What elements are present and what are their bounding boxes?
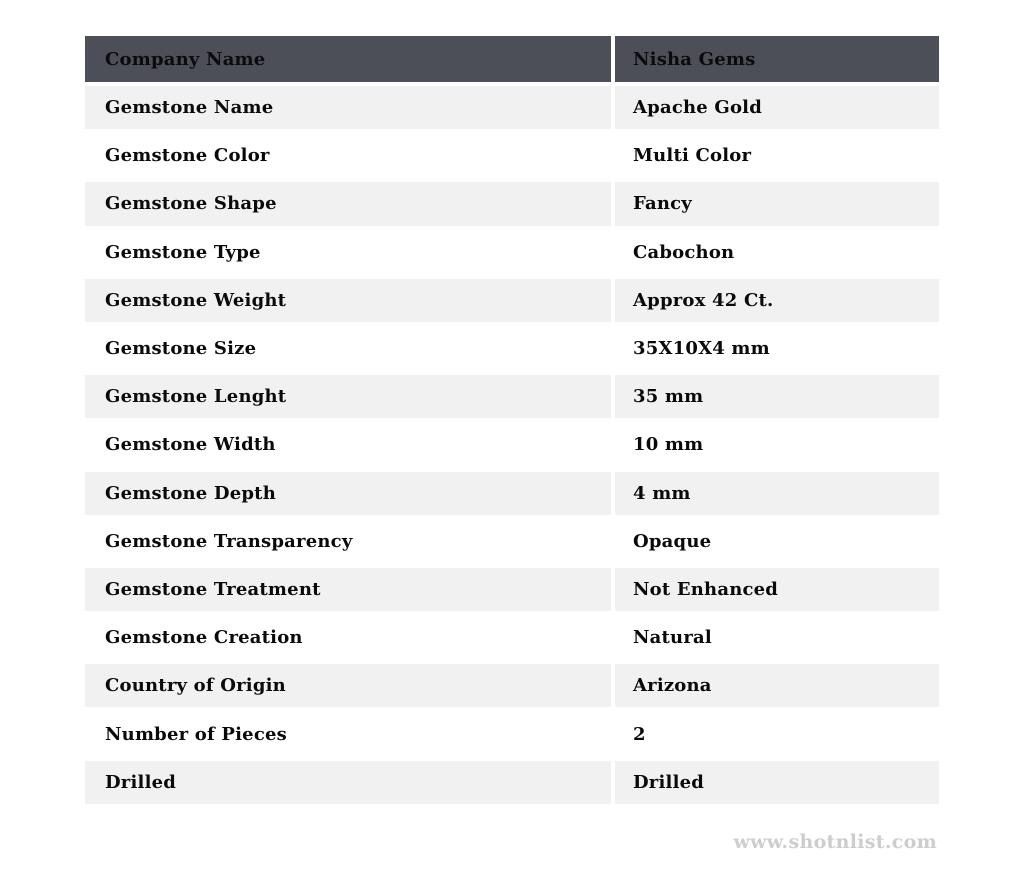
table-row: Gemstone Transparency Opaque [85, 519, 939, 563]
row-value: 35 mm [615, 375, 939, 419]
table-row: Gemstone Color Multi Color [85, 134, 939, 178]
row-value: Not Enhanced [615, 567, 939, 612]
row-value: Cabochon [615, 230, 939, 274]
row-value: Opaque [615, 519, 939, 563]
row-label: Gemstone Depth [85, 471, 611, 515]
gemstone-spec-table: Company Name Nisha Gems Gemstone Name Ap… [85, 36, 939, 809]
table-row: Gemstone Depth 4 mm [85, 471, 939, 515]
row-value: 35X10X4 mm [615, 326, 939, 371]
row-label: Number of Pieces [85, 712, 611, 756]
row-label: Gemstone Treatment [85, 567, 611, 612]
row-label: Gemstone Shape [85, 182, 611, 226]
table-row: Gemstone Creation Natural [85, 616, 939, 660]
row-label: Gemstone Lenght [85, 375, 611, 419]
row-value: Multi Color [615, 134, 939, 178]
row-label: Country of Origin [85, 664, 611, 708]
row-label: Gemstone Weight [85, 278, 611, 322]
table-row: Gemstone Treatment Not Enhanced [85, 567, 939, 612]
table-row: Country of Origin Arizona [85, 664, 939, 708]
row-value: Fancy [615, 182, 939, 226]
row-label: Gemstone Size [85, 326, 611, 371]
row-value: Approx 42 Ct. [615, 278, 939, 322]
row-label: Gemstone Color [85, 134, 611, 178]
row-label: Gemstone Creation [85, 616, 611, 660]
row-value: Drilled [615, 760, 939, 804]
table-row: Gemstone Weight Approx 42 Ct. [85, 278, 939, 322]
row-value: Natural [615, 616, 939, 660]
row-label: Gemstone Width [85, 423, 611, 467]
row-label: Drilled [85, 760, 611, 804]
header-value: Nisha Gems [615, 36, 939, 82]
table-row: Gemstone Type Cabochon [85, 230, 939, 274]
row-value: Arizona [615, 664, 939, 708]
table-row: Gemstone Shape Fancy [85, 182, 939, 226]
watermark-text: www.shotnlist.com [733, 831, 937, 853]
table-row: Gemstone Width 10 mm [85, 423, 939, 467]
row-value: Apache Gold [615, 86, 939, 130]
row-label: Gemstone Transparency [85, 519, 611, 563]
row-value: 2 [615, 712, 939, 756]
row-value: 10 mm [615, 423, 939, 467]
header-label: Company Name [85, 36, 611, 82]
table-row: Number of Pieces 2 [85, 712, 939, 756]
table-header-row: Company Name Nisha Gems [85, 36, 939, 82]
row-label: Gemstone Name [85, 86, 611, 130]
table-row: Gemstone Size 35X10X4 mm [85, 326, 939, 371]
row-label: Gemstone Type [85, 230, 611, 274]
table-row: Gemstone Name Apache Gold [85, 86, 939, 130]
row-value: 4 mm [615, 471, 939, 515]
table-row: Drilled Drilled [85, 760, 939, 804]
table-row: Gemstone Lenght 35 mm [85, 375, 939, 419]
